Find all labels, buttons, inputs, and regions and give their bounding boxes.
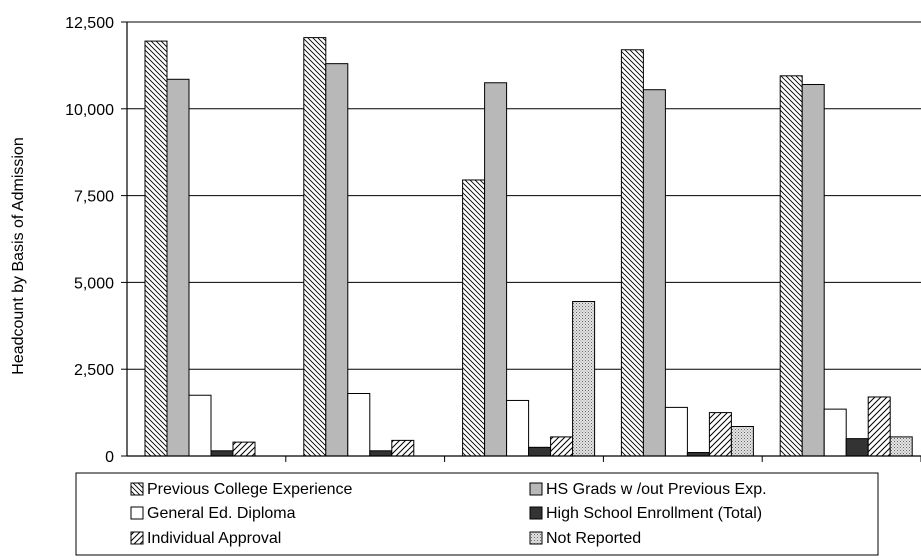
bar: [347, 393, 371, 457]
bar: [823, 408, 847, 457]
bar: [642, 89, 666, 457]
bars: [144, 37, 913, 457]
legend-swatch: [130, 482, 144, 496]
legend-label: High School Enrollment (Total): [546, 505, 762, 522]
bar: [462, 179, 486, 457]
y-tick-label: 12,500: [65, 15, 114, 32]
bar: [620, 49, 644, 457]
y-tick-label: 7,500: [74, 189, 114, 206]
axes: [121, 21, 921, 462]
legend-label: HS Grads w /out Previous Exp.: [546, 481, 767, 498]
bar: [188, 394, 212, 457]
bar: [144, 40, 168, 457]
bar: [303, 37, 327, 457]
legend-swatch: [529, 506, 543, 520]
legend-label: Individual Approval: [147, 530, 281, 547]
y-tick-label: 5,000: [74, 275, 114, 292]
bar: [779, 75, 803, 457]
bar: [528, 446, 552, 457]
legend: Previous College Experience HS Grads w /o…: [75, 472, 879, 556]
bar: [845, 438, 869, 457]
bar: [484, 82, 508, 457]
bar: [664, 406, 688, 457]
y-tick-label: 2,500: [74, 362, 114, 379]
bar: [325, 63, 349, 457]
bar: [210, 450, 234, 457]
bar: [232, 441, 256, 457]
legend-swatch: [529, 482, 543, 496]
legend-label: General Ed. Diploma: [147, 505, 296, 522]
legend-swatch: [130, 506, 144, 520]
bar: [889, 436, 913, 457]
legend-label: Previous College Experience: [147, 481, 353, 498]
y-tick-label: 0: [105, 449, 114, 466]
bar: [506, 399, 530, 457]
bar: [572, 300, 596, 457]
legend-box: [75, 472, 879, 556]
y-axis-label: Headcount by Basis of Admission: [10, 137, 27, 374]
legend-swatch: [529, 531, 543, 545]
y-tick-label: 10,000: [65, 102, 114, 119]
bar: [550, 436, 574, 457]
bar: [166, 78, 190, 457]
bar: [730, 425, 754, 457]
legend-swatch: [130, 531, 144, 545]
bar: [708, 412, 732, 457]
bar: [867, 396, 891, 457]
bar: [801, 83, 825, 457]
legend-label: Not Reported: [546, 530, 641, 547]
y-tick-labels: 0 2,500 5,000 7,500 10,000 12,500: [65, 15, 114, 466]
bar: [369, 450, 393, 457]
bar: [391, 439, 415, 457]
